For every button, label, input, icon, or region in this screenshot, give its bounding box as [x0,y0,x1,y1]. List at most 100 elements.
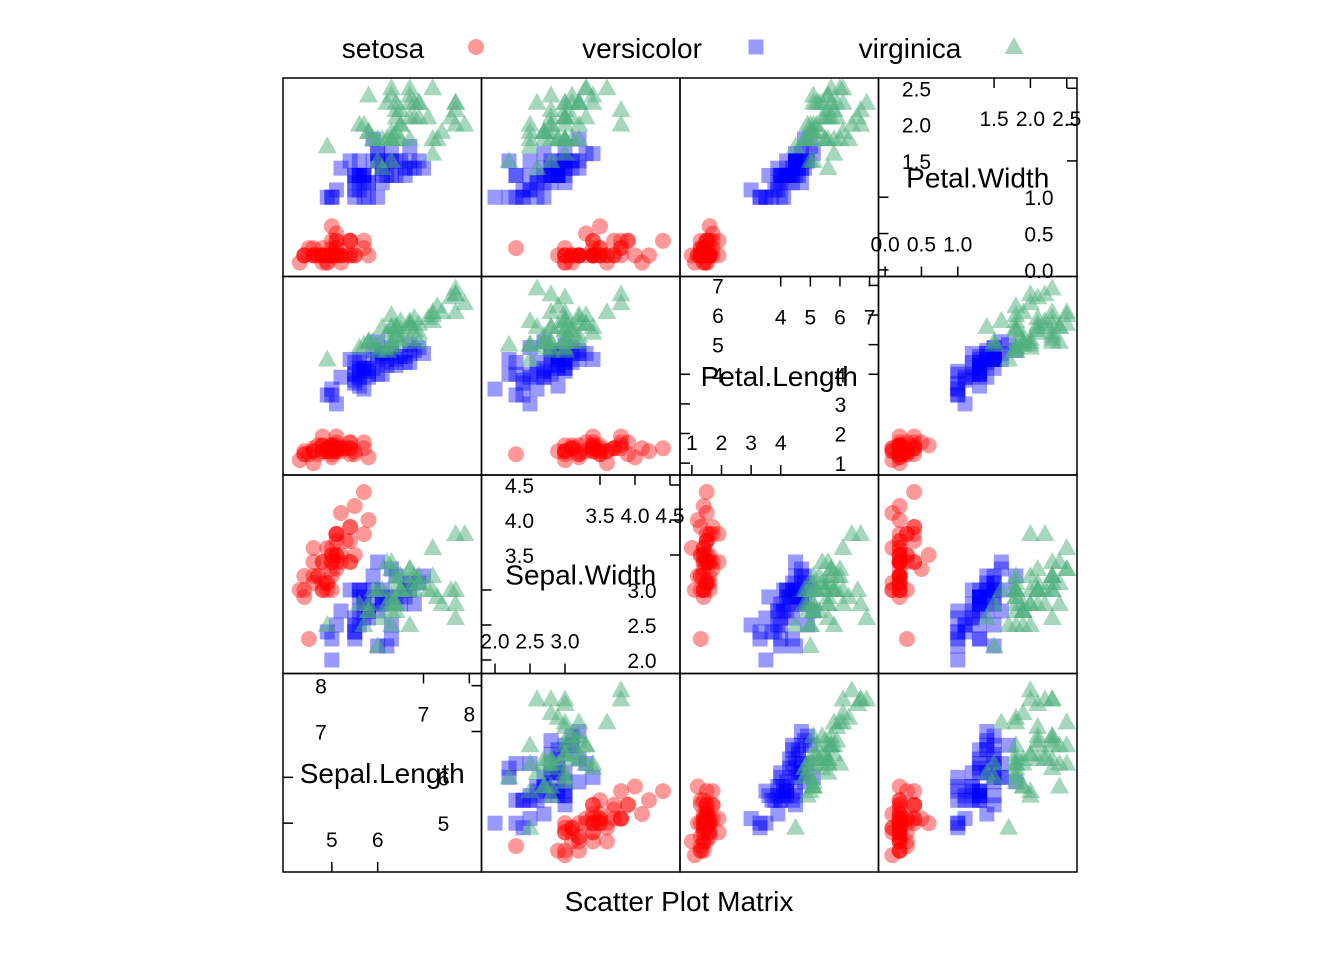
setosa-point [686,582,703,598]
setosa-point [319,443,336,460]
versicolor-point [950,815,966,831]
versicolor-point [383,354,399,370]
versicolor-point [957,624,973,640]
virginica-point [541,100,561,118]
versicolor-point [764,189,780,205]
setosa-point [698,575,715,591]
virginica-point [1013,615,1033,632]
setosa-point [585,247,601,264]
diagonal-tick-label: 3 [835,394,847,417]
setosa-point [355,440,372,457]
versicolor-point [986,568,1002,584]
virginica-point [541,302,561,320]
versicolor-point [543,175,559,191]
setosa-point [906,440,923,457]
setosa-point [585,815,601,832]
setosa-point [557,247,573,264]
setosa-point [692,815,709,832]
setosa-point [557,819,573,836]
setosa-point [592,792,608,809]
setosa-point [698,810,715,827]
versicolor-point [557,175,573,191]
setosa-point [323,554,340,570]
setosa-point [585,434,601,451]
versicolor-point [361,369,376,385]
versicolor-point [508,387,524,403]
setosa-point [564,247,580,264]
legend-versicolor-marker [748,39,764,55]
setosa-point [627,778,643,795]
virginica-point [1013,302,1033,320]
setosa-point [698,796,715,813]
versicolor-point [529,366,545,382]
setosa-point [296,247,313,264]
versicolor-point [550,167,566,183]
setosa-point [884,819,901,836]
setosa-point [704,526,721,542]
versicolor-point [972,349,988,364]
versicolor-point [550,167,566,183]
virginica-point [381,594,401,611]
setosa-point [695,247,712,264]
setosa-point [328,232,345,249]
setosa-point [323,437,340,454]
setosa-point [655,232,671,249]
setosa-point [698,806,715,822]
versicolor-point [972,596,988,612]
virginica-point [368,340,388,358]
versicolor-point [402,160,418,176]
versicolor-point [950,624,966,640]
versicolor-point [957,617,973,633]
setosa-point [891,806,908,822]
versicolor-point [543,363,559,379]
versicolor-point [522,369,538,385]
versicolor-point [776,783,792,799]
setosa-point [620,232,636,249]
setosa-point [634,440,650,457]
setosa-point [891,547,908,563]
virginica-point [1057,538,1077,555]
setosa-point [891,824,908,841]
setosa-point [906,446,923,463]
setosa-point [695,247,712,264]
versicolor-point [550,360,566,376]
setosa-point [891,533,908,549]
versicolor-point [515,375,531,391]
setosa-point [606,440,622,457]
versicolor-point [347,366,363,382]
versicolor-point [950,375,966,391]
versicolor-point [347,372,363,388]
versicolor-point [508,189,524,205]
versicolor-point [550,167,566,183]
setosa-point [695,810,712,827]
virginica-point [824,712,844,730]
versicolor-point [950,387,966,403]
setosa-point [695,540,712,556]
setosa-point [346,446,363,463]
versicolor-point [779,153,795,169]
setosa-point [296,446,313,463]
virginica-point [984,753,1004,771]
versicolor-point [773,769,789,785]
setosa-point [557,446,573,463]
diagonal-tick-label: 1 [686,432,698,455]
setosa-point [710,554,727,570]
setosa-point [906,440,923,457]
setosa-point [701,575,718,591]
diagonal-tick-label: 1.0 [943,234,972,257]
virginica-point [541,340,561,358]
versicolor-point [986,728,1002,744]
setosa-point [689,512,706,528]
virginica-point [1006,771,1026,789]
virginica-point [1042,278,1062,296]
setosa-point [891,575,908,591]
diagonal-variable-label: Petal.Length [701,361,858,392]
setosa-point [571,247,587,264]
setosa-point [355,240,372,257]
versicolor-point [365,568,381,584]
virginica-point [1035,594,1055,611]
setosa-point [695,247,712,264]
virginica-point [1028,726,1048,744]
setosa-point [698,240,715,257]
setosa-point [884,443,901,460]
